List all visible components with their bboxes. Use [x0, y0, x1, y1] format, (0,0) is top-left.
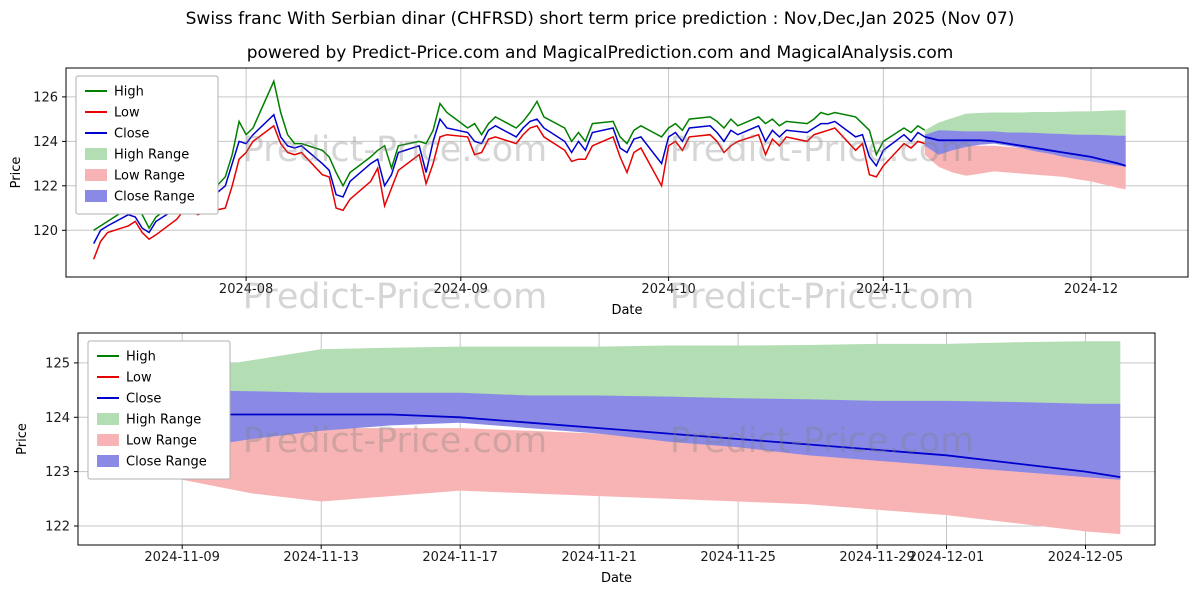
legend: High Low Close High Range Low Range Close Ran… [87, 340, 231, 480]
legend-box [75, 75, 219, 215]
legend-label: High [114, 85, 144, 100]
legend: High Low Close High Range Low Range Close Ran… [75, 75, 219, 215]
high-line [93, 78, 926, 231]
plot-border [65, 67, 1189, 278]
x-tick-label: 2024-11-25 [700, 550, 776, 565]
low_range-legend-swatch [85, 169, 107, 181]
x-tick-label: 2024-11-17 [422, 550, 498, 565]
high-range-band [924, 110, 1126, 137]
close-range-band [112, 390, 1121, 480]
close_range-legend-swatch [85, 190, 107, 202]
legend-label: High Range [114, 148, 189, 163]
low-range-band [924, 143, 1126, 190]
legend-label: High [126, 350, 156, 365]
chart-title: Swiss franc With Serbian dinar (CHFRSD) … [185, 9, 1015, 29]
low_range-legend-swatch [97, 434, 119, 446]
low-range-band [112, 422, 1121, 535]
high_range-legend-swatch [97, 413, 119, 425]
legend-label: Close Range [114, 190, 195, 205]
legend-label: Low [114, 106, 140, 121]
legend-label: High Range [126, 413, 201, 428]
y-tick-label: 124 [33, 135, 58, 150]
x-tick-label: 2024-09 [434, 282, 488, 297]
x-tick-label: 2024-11-21 [561, 550, 637, 565]
x-tick-label: 2024-11-13 [283, 550, 359, 565]
powered-by-subtitle: powered by Predict-Price.com and Magical… [246, 43, 954, 63]
forecast-close-line [112, 405, 1121, 478]
low-line [93, 124, 926, 260]
y-tick-label: 122 [33, 179, 58, 194]
legend-label: Low Range [126, 434, 197, 449]
bottom-chart: 2024-11-09 2024-11-13 2024-11-17 2024-11-21… [15, 332, 1156, 586]
legend-box [87, 340, 231, 480]
legend-label: Low Range [114, 169, 185, 184]
x-tick-label: 2024-10 [641, 282, 695, 297]
y-tick-label: 120 [33, 224, 58, 239]
legend-label: Low [126, 371, 152, 386]
x-axis-label: Date [611, 303, 642, 318]
y-tick-label: 125 [45, 356, 70, 371]
x-tick-label: 2024-11-29 [839, 550, 915, 565]
y-tick-label: 123 [45, 465, 70, 480]
x-tick-label: 2024-11 [856, 282, 910, 297]
y-axis-label: Price [9, 157, 24, 189]
x-tick-label: 2024-12 [1064, 282, 1118, 297]
x-tick-label: 2024-08 [219, 282, 273, 297]
plot-border [77, 332, 1156, 546]
close-line [93, 113, 926, 244]
x-axis-label: Date [601, 571, 632, 586]
high-range-band [112, 341, 1121, 407]
x-tick-label: 2024-11-09 [144, 550, 220, 565]
y-tick-label: 124 [45, 411, 70, 426]
top-chart: 2024-08 2024-09 2024-10 2024-11 2024-12 120 12… [9, 67, 1189, 318]
y-axis-label: Price [15, 423, 30, 455]
high_range-legend-swatch [85, 148, 107, 160]
y-tick-label: 122 [45, 520, 70, 535]
x-tick-label: 2024-12-05 [1048, 550, 1124, 565]
legend-label: Close Range [126, 455, 207, 470]
x-tick-label: 2024-12-01 [909, 550, 985, 565]
y-tick-label: 126 [33, 90, 58, 105]
forecast-close-line [924, 136, 1126, 167]
legend-label: Close [126, 392, 161, 407]
legend-label: Close [114, 127, 149, 142]
close_range-legend-swatch [97, 455, 119, 467]
